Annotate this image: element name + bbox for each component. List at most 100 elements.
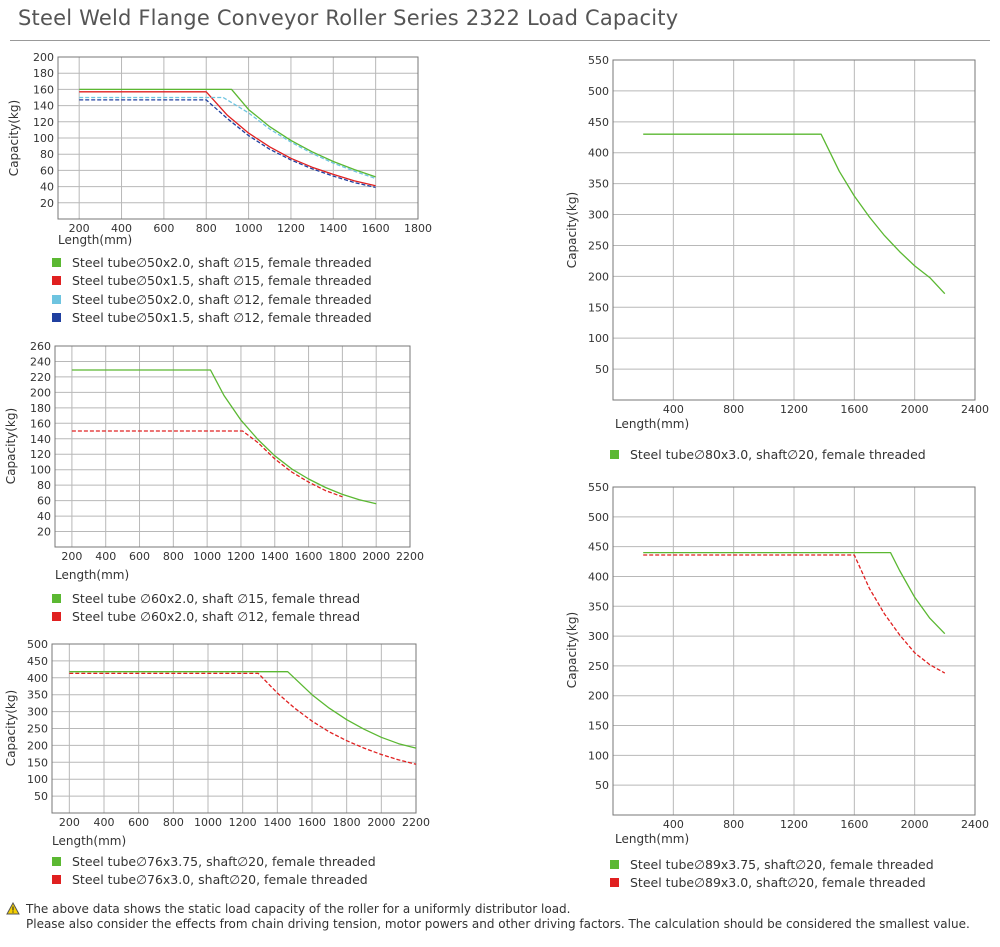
legend-item: Steel tube ∅60x2.0, shaft ∅12, female th… [52,608,360,627]
y-tick-label: 450 [588,541,609,554]
series-line [79,91,376,187]
y-tick-label: 450 [27,655,48,668]
x-tick-label: 1800 [404,222,432,235]
y-tick-label: 80 [40,148,54,161]
y-axis-label: Capacity(kg) [7,100,21,176]
x-tick-label: 1400 [261,550,289,563]
footnote-line-2: Please also consider the effects from ch… [26,917,970,931]
series-line [71,430,343,498]
x-tick-label: 1000 [235,222,263,235]
y-tick-label: 300 [588,209,609,222]
y-tick-label: 400 [588,147,609,160]
x-tick-label: 1400 [263,816,291,829]
legend-item: Steel tube∅50x2.0, shaft ∅12, female thr… [52,290,372,309]
x-axis-label: Length(mm) [58,233,132,247]
legend-label: Steel tube ∅60x2.0, shaft ∅12, female th… [72,609,361,625]
y-tick-label: 200 [33,51,54,64]
x-tick-label: 800 [723,403,744,416]
x-tick-label: 1200 [227,550,255,563]
legend-label: Steel tube∅89x3.75, shaft∅20, female thr… [630,856,934,872]
series-line [71,369,377,505]
legend-swatch [52,612,61,622]
legend-swatch [610,449,619,459]
y-tick-label: 550 [588,481,609,494]
legend-label: Steel tube∅50x2.0, shaft ∅15, female thr… [72,254,372,270]
legend-swatch [52,294,61,304]
y-tick-label: 400 [588,570,609,583]
x-tick-label: 1800 [333,816,361,829]
x-tick-label: 600 [153,222,174,235]
legend-label: Steel tube∅89x3.0, shaft∅20, female thre… [630,875,926,891]
y-tick-label: 20 [40,197,54,210]
x-tick-label: 600 [129,550,150,563]
y-axis-label: Capacity(kg) [565,612,579,688]
y-tick-label: 250 [27,723,48,736]
y-tick-label: 550 [588,54,609,67]
title-divider [10,40,990,41]
y-tick-label: 140 [33,100,54,113]
y-tick-label: 50 [595,779,609,792]
series-line [69,671,417,749]
x-tick-label: 1200 [780,403,808,416]
y-tick-label: 260 [30,340,51,353]
y-tick-label: 180 [33,67,54,80]
y-tick-label: 100 [30,464,51,477]
y-tick-label: 500 [27,638,48,651]
y-tick-label: 100 [588,749,609,762]
legend-label: Steel tube∅50x1.5, shaft ∅12, female thr… [72,310,372,326]
x-tick-label: 1200 [780,818,808,831]
x-axis-label: Length(mm) [52,834,126,848]
x-tick-label: 2000 [901,403,929,416]
legend-swatch [52,313,61,323]
series-line [79,96,376,180]
y-tick-label: 50 [34,790,48,803]
x-axis-label: Length(mm) [55,568,129,582]
x-tick-label: 2000 [367,816,395,829]
legend-swatch [52,875,61,885]
y-tick-label: 160 [30,417,51,430]
x-tick-label: 400 [663,403,684,416]
y-tick-label: 180 [30,402,51,415]
x-tick-label: 1600 [295,550,323,563]
y-axis-label: Capacity(kg) [565,192,579,268]
x-tick-label: 400 [111,222,132,235]
x-tick-label: 1800 [328,550,356,563]
y-tick-label: 20 [37,526,51,539]
y-tick-label: 400 [27,672,48,685]
legend-89mm-tube: Steel tube∅89x3.75, shaft∅20, female thr… [610,855,934,892]
y-tick-label: 150 [588,720,609,733]
x-tick-label: 2200 [396,550,424,563]
legend-label: Steel tube∅50x1.5, shaft ∅15, female thr… [72,273,372,289]
x-tick-label: 1600 [840,818,868,831]
x-tick-label: 2400 [961,403,989,416]
x-tick-label: 200 [69,222,90,235]
y-tick-label: 250 [588,660,609,673]
x-tick-label: 400 [663,818,684,831]
series-line [643,133,946,295]
legend-label: Steel tube∅76x3.75, shaft∅20, female thr… [72,853,376,869]
legend-item: Steel tube∅80x3.0, shaft∅20, female thre… [610,445,926,464]
legend-label: Steel tube∅80x3.0, shaft∅20, female thre… [630,446,926,462]
y-axis-label: Capacity(kg) [4,408,18,484]
x-tick-label: 2000 [362,550,390,563]
series-line [643,551,946,635]
x-tick-label: 1200 [229,816,257,829]
y-tick-label: 220 [30,371,51,384]
series-line [69,672,417,765]
legend-item: Steel tube∅50x2.0, shaft ∅15, female thr… [52,253,372,272]
y-tick-label: 150 [27,756,48,769]
x-tick-label: 800 [196,222,217,235]
footnote-line-1: The above data shows the static load cap… [26,902,571,916]
series-line [79,99,376,189]
footnote: The above data shows the static load cap… [6,902,970,932]
legend-item: Steel tube∅50x1.5, shaft ∅15, female thr… [52,272,372,291]
y-tick-label: 80 [37,479,51,492]
